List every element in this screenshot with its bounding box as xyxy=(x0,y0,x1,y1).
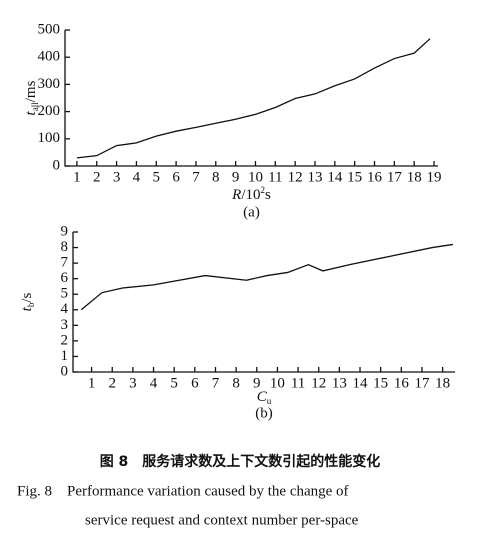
x-tick-label: 5 xyxy=(153,169,161,185)
y-tick-label: 100 xyxy=(38,130,61,146)
x-tick-label: 9 xyxy=(253,375,261,391)
x-tick-label: 4 xyxy=(133,169,141,185)
x-tick-label: 2 xyxy=(93,169,101,185)
y-tick-label: 8 xyxy=(61,239,69,255)
x-tick-label: 11 xyxy=(268,169,282,185)
x-tick-label: 10 xyxy=(248,169,263,185)
x-tick-label: 6 xyxy=(191,375,199,391)
x-tick-label: 3 xyxy=(129,375,137,391)
x-tick-label: 15 xyxy=(347,169,362,185)
y-tick-label: 6 xyxy=(61,270,69,286)
x-tick-label: 8 xyxy=(212,169,220,185)
x-tick-label: 2 xyxy=(108,375,116,391)
y-axis-label: tb/s xyxy=(19,293,36,312)
x-tick-label: 18 xyxy=(435,375,450,391)
axes xyxy=(72,232,455,373)
x-tick-label: 10 xyxy=(270,375,285,391)
x-axis-label-part: /10 xyxy=(241,187,260,203)
x-tick-label: 13 xyxy=(307,169,322,185)
x-tick-label: 7 xyxy=(192,169,200,185)
y-tick-label: 7 xyxy=(61,255,69,271)
x-tick-label: 19 xyxy=(427,169,442,185)
y-tick-label: 1 xyxy=(61,348,69,364)
y-axis-label-part: b xyxy=(26,302,36,307)
x-tick-label: 12 xyxy=(311,375,326,391)
panel-caption: (a) xyxy=(243,204,260,220)
y-tick-label: 500 xyxy=(38,21,61,37)
x-axis-label-part: 2 xyxy=(261,185,266,195)
y-tick-label: 400 xyxy=(38,49,61,65)
y-tick-label: 300 xyxy=(38,76,61,92)
x-tick-label: 15 xyxy=(373,375,388,391)
y-tick-label: 200 xyxy=(38,103,61,119)
x-tick-label: 17 xyxy=(387,169,403,185)
x-tick-label: 16 xyxy=(394,375,410,391)
y-tick-label: 4 xyxy=(61,301,69,317)
x-tick-label: 7 xyxy=(212,375,220,391)
x-tick-label: 1 xyxy=(88,375,96,391)
x-tick-label: 5 xyxy=(170,375,178,391)
caption-en: service request and context number per-s… xyxy=(85,512,359,528)
x-tick-label: 3 xyxy=(113,169,121,185)
y-axis-label-part: /ms xyxy=(23,80,39,102)
x-tick-label: 18 xyxy=(407,169,422,185)
y-axis-label-part: t xyxy=(23,110,39,115)
x-axis-label-part: C xyxy=(257,389,268,405)
x-tick-label: 17 xyxy=(414,375,430,391)
caption-en: Fig. 8 Performance variation caused by t… xyxy=(17,483,349,499)
y-axis-label-part: /s xyxy=(19,293,35,303)
x-tick-label: 14 xyxy=(353,375,369,391)
panel-caption: (b) xyxy=(255,405,273,421)
x-tick-label: 12 xyxy=(288,169,303,185)
y-axis-label-part: t xyxy=(19,306,35,311)
y-tick-label: 9 xyxy=(61,223,69,239)
x-tick-label: 16 xyxy=(367,169,383,185)
y-tick-label: 2 xyxy=(61,332,69,348)
x-tick-label: 8 xyxy=(232,375,240,391)
x-axis-label: R/102s xyxy=(231,185,271,203)
x-tick-label: 9 xyxy=(232,169,240,185)
x-tick-label: 11 xyxy=(291,375,305,391)
y-tick-label: 5 xyxy=(61,286,69,302)
data-line xyxy=(80,243,454,311)
y-tick-label: 0 xyxy=(53,157,61,173)
y-tick-label: 3 xyxy=(61,317,69,333)
caption-cn: 图 8 服务请求数及上下文数引起的性能变化 xyxy=(100,453,381,470)
x-tick-label: 13 xyxy=(332,375,347,391)
y-axis-label-part: all xyxy=(30,102,40,111)
x-tick-label: 14 xyxy=(327,169,343,185)
x-axis-label: Cu xyxy=(257,389,272,406)
y-axis-label: tall/ms xyxy=(23,80,40,115)
y-tick-label: 0 xyxy=(61,363,69,379)
x-axis-label-part: s xyxy=(265,187,271,203)
x-tick-label: 6 xyxy=(172,169,180,185)
x-axis-label-part: R xyxy=(231,187,241,203)
data-line xyxy=(76,38,431,159)
x-tick-label: 1 xyxy=(73,169,81,185)
x-axis-label-part: u xyxy=(267,396,272,406)
x-tick-label: 4 xyxy=(150,375,158,391)
